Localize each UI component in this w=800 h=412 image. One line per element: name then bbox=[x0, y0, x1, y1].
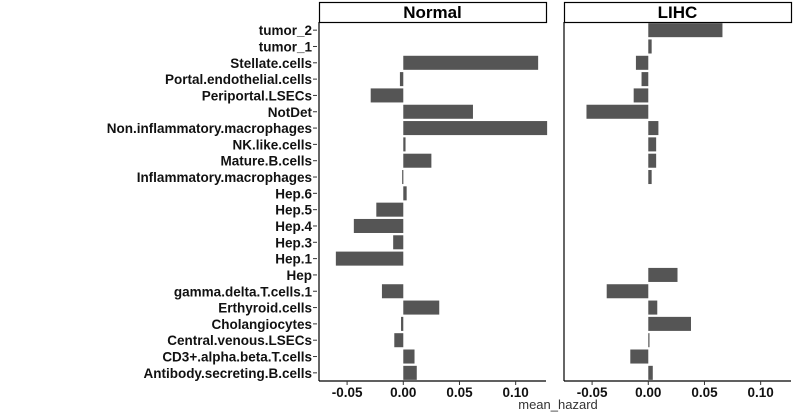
facet-strip-label: LIHC bbox=[658, 3, 698, 22]
bar bbox=[353, 218, 404, 233]
bar bbox=[648, 333, 650, 348]
x-axis-title: mean_hazard bbox=[518, 397, 598, 412]
facet-strip bbox=[318, 1, 548, 24]
bar bbox=[403, 121, 548, 136]
category-label: CD3+.alpha.beta.T.cells bbox=[162, 350, 312, 365]
bar bbox=[403, 55, 539, 70]
bar bbox=[648, 39, 652, 54]
bar bbox=[403, 186, 407, 201]
bar bbox=[648, 300, 658, 315]
bar bbox=[335, 251, 404, 266]
bar bbox=[648, 316, 691, 331]
bar bbox=[403, 300, 440, 315]
bar bbox=[648, 267, 678, 282]
category-label: tumor_2 bbox=[259, 23, 312, 38]
category-label: Hep.3 bbox=[275, 235, 312, 250]
bar bbox=[586, 104, 649, 119]
bar bbox=[403, 137, 406, 152]
facet-strip-label: Normal bbox=[403, 3, 462, 22]
category-label: Inflammatory.macrophages bbox=[137, 170, 312, 185]
x-tick-label: 0.05 bbox=[446, 385, 473, 400]
category-label: Stellate.cells bbox=[230, 56, 312, 71]
bar bbox=[633, 88, 649, 103]
category-label: Periportal.LSECs bbox=[202, 88, 312, 103]
category-label: Mature.B.cells bbox=[220, 154, 312, 169]
facet-strip bbox=[563, 1, 793, 24]
category-label: Hep.6 bbox=[275, 186, 312, 201]
bar bbox=[403, 349, 415, 364]
bar bbox=[648, 23, 723, 38]
category-label: Non.inflammatory.macrophages bbox=[107, 121, 312, 136]
bar bbox=[648, 121, 659, 136]
bar bbox=[635, 55, 649, 70]
bar bbox=[393, 235, 404, 250]
bar bbox=[630, 349, 649, 364]
bar bbox=[403, 104, 473, 119]
x-tick-label: 0.05 bbox=[691, 385, 718, 400]
x-tick-label: 0.10 bbox=[503, 385, 529, 400]
category-label: NotDet bbox=[268, 105, 313, 120]
category-label: Cholangiocytes bbox=[211, 317, 312, 332]
x-tick-label: 0.00 bbox=[635, 385, 661, 400]
category-label: tumor_1 bbox=[259, 39, 313, 54]
bar bbox=[399, 72, 404, 87]
bar bbox=[370, 88, 404, 103]
category-label: Hep.4 bbox=[275, 219, 312, 234]
category-label: Hep.1 bbox=[275, 252, 312, 267]
bar bbox=[401, 316, 404, 331]
category-label: Hep bbox=[286, 268, 312, 283]
bar bbox=[394, 333, 404, 348]
x-tick-label: 0.10 bbox=[748, 385, 774, 400]
bar bbox=[641, 72, 649, 87]
bar bbox=[381, 284, 404, 299]
category-label: Central.venous.LSECs bbox=[167, 333, 312, 348]
x-tick-label: 0.00 bbox=[390, 385, 416, 400]
bar bbox=[376, 202, 404, 217]
bar bbox=[402, 170, 404, 185]
category-label: Hep.5 bbox=[275, 203, 312, 218]
bar bbox=[606, 284, 649, 299]
category-label: Erthyroid.cells bbox=[218, 301, 312, 316]
bar bbox=[403, 153, 432, 168]
category-label: NK.like.cells bbox=[232, 137, 312, 152]
bar bbox=[648, 153, 657, 168]
bar bbox=[403, 365, 417, 380]
category-label: Antibody.secreting.B.cells bbox=[143, 366, 312, 381]
category-label: gamma.delta.T.cells.1 bbox=[174, 284, 313, 299]
x-tick-label: -0.05 bbox=[332, 385, 363, 400]
bar bbox=[648, 170, 652, 185]
category-label: Portal.endothelial.cells bbox=[165, 72, 312, 87]
bar bbox=[648, 137, 657, 152]
bar bbox=[648, 365, 653, 380]
x-tick-label: -0.05 bbox=[577, 385, 608, 400]
